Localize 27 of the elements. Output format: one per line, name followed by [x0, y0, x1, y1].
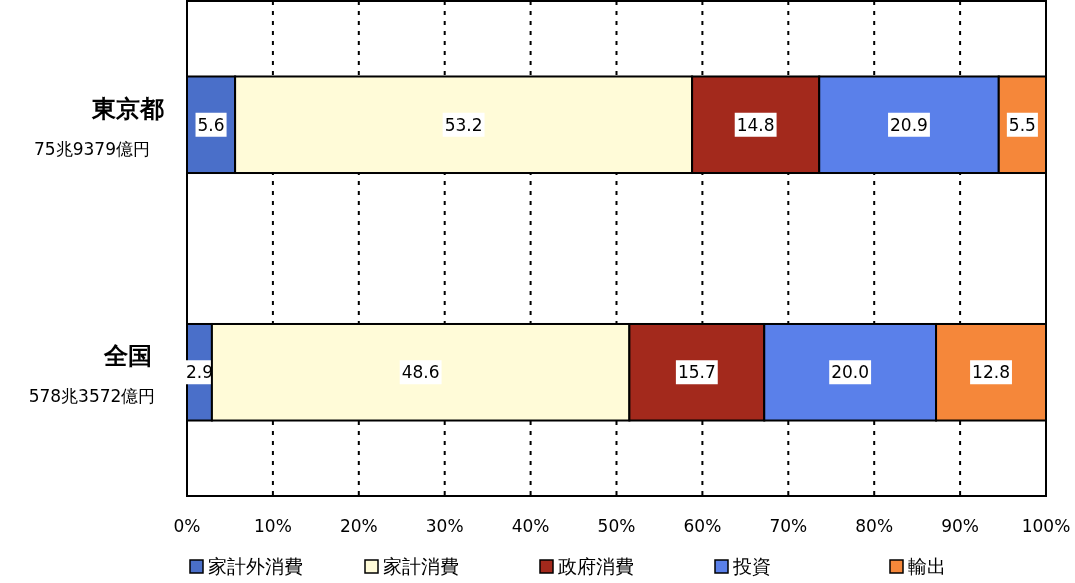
data-label: 15.7 — [677, 362, 716, 383]
x-tick-label: 70% — [769, 516, 808, 536]
x-tick-label: 20% — [339, 516, 378, 536]
x-tick-label: 10% — [254, 516, 292, 536]
x-tick-label: 40% — [511, 516, 550, 536]
legend-label: 投資 — [732, 555, 771, 577]
x-tick-label: 50% — [597, 516, 636, 536]
legend-label: 家計消費 — [383, 555, 459, 577]
legend-label: 政府消費 — [558, 555, 634, 577]
data-label: 14.8 — [736, 114, 775, 135]
data-label: 53.2 — [444, 114, 483, 135]
data-label: 5.6 — [197, 114, 225, 135]
data-label: 12.8 — [972, 362, 1010, 383]
legend-label: 家計外消費 — [208, 555, 303, 577]
x-tick-label: 100% — [1021, 516, 1071, 536]
legend-label: 輸出 — [908, 555, 946, 577]
x-tick-label: 30% — [425, 516, 464, 536]
y-tick-label: 全国 578兆3572億円 — [28, 342, 156, 407]
x-tick-label: 0% — [173, 516, 201, 536]
x-tick-label: 80% — [855, 516, 894, 536]
x-tick-label: 60% — [683, 516, 722, 536]
data-label: 48.6 — [401, 362, 440, 383]
y-tick-label: 東京都 75兆9379億円 — [34, 94, 164, 159]
x-tick-label: 90% — [941, 516, 979, 536]
data-label: 5.5 — [1008, 114, 1036, 135]
data-label: 20.9 — [890, 114, 928, 135]
data-label: 20.0 — [831, 362, 870, 383]
